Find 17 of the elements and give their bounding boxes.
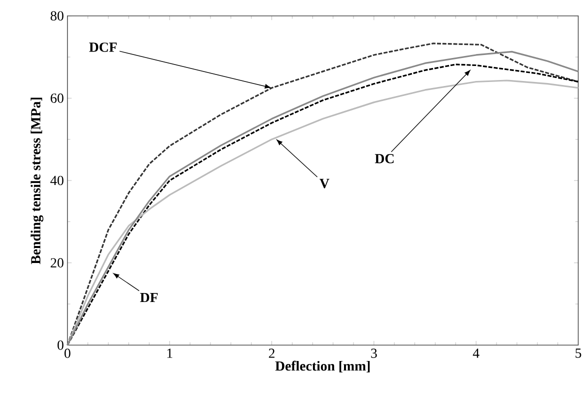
x-tick-label: 5 [576, 348, 582, 358]
x-tick-label: 1 [167, 348, 172, 358]
x-axis-title: Deflection [mm] [275, 360, 370, 373]
y-tick-label: 20 [50, 258, 64, 268]
y-tick-label: 60 [50, 94, 64, 104]
x-tick-label: 2 [268, 348, 274, 358]
x-tick-label: 3 [371, 348, 377, 358]
x-tick-label: 0 [64, 348, 70, 358]
annotation: V [320, 179, 330, 188]
x-tick-label: 4 [472, 348, 480, 358]
y-tick-label: 40 [50, 176, 64, 186]
y-tick-label: 0 [58, 340, 64, 350]
annotation: DCF [89, 42, 117, 52]
y-tick-label: 80 [50, 11, 64, 21]
annotation: DC [374, 154, 394, 164]
y-axis-title: Bending tensile stress [MPa] [30, 98, 44, 264]
annotation: DF [140, 293, 158, 302]
